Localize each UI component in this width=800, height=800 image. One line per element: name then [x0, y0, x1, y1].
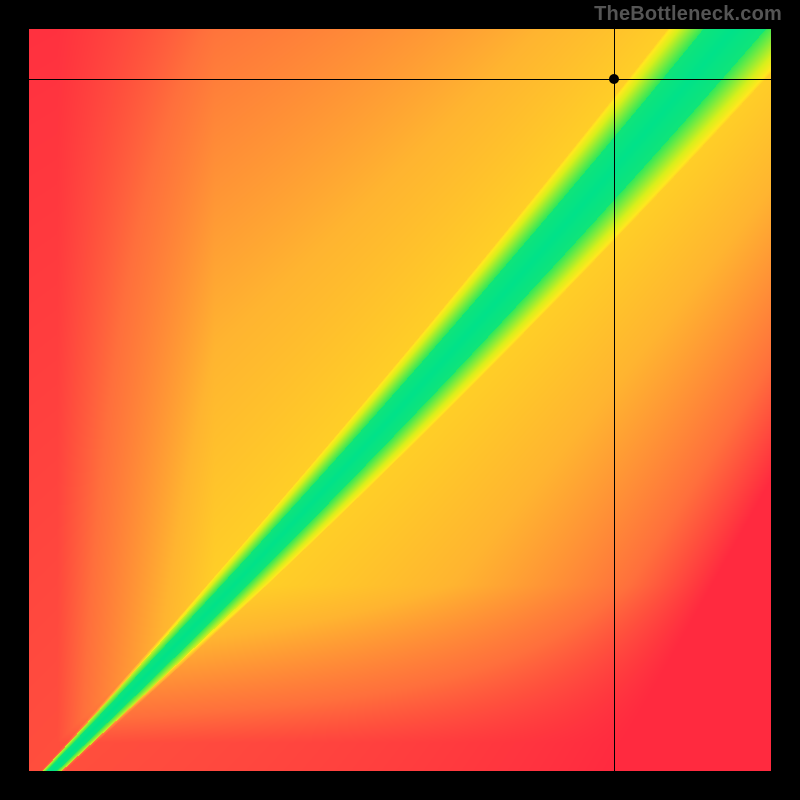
plot-frame	[29, 29, 771, 771]
crosshair-marker	[609, 74, 619, 84]
crosshair-horizontal	[29, 79, 771, 80]
watermark-text: TheBottleneck.com	[594, 3, 782, 26]
bottleneck-heatmap	[29, 29, 771, 771]
crosshair-vertical	[614, 29, 615, 771]
chart-container: TheBottleneck.com	[0, 0, 800, 800]
